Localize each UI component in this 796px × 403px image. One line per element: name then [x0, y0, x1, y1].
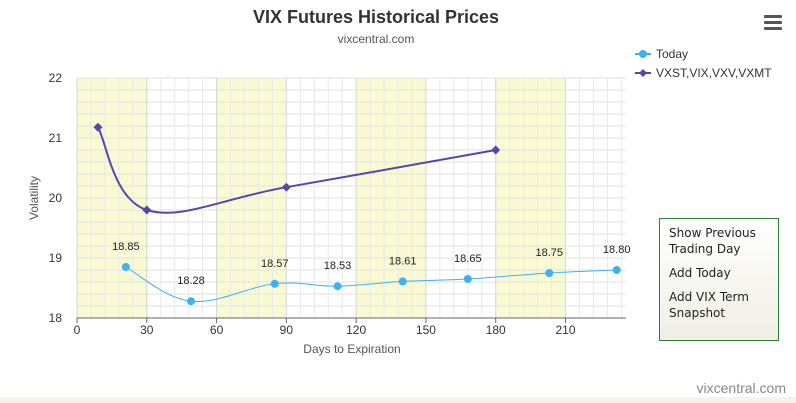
hamburger-menu-icon[interactable] — [764, 15, 782, 31]
x-tick-label: 60 — [210, 323, 224, 337]
data-point-circle — [612, 266, 621, 274]
add-today-button[interactable]: Add Today — [669, 266, 731, 280]
data-label: 18.80 — [603, 244, 631, 256]
data-point-circle — [398, 277, 407, 286]
y-tick-label: 19 — [49, 251, 63, 265]
legend-marker-circle — [639, 50, 647, 58]
data-point-circle — [333, 282, 342, 291]
series-line — [125, 266, 617, 303]
add-vix-term-snapshot-button[interactable]: Add VIX Term Snapshot — [669, 290, 749, 320]
series-layer — [93, 122, 621, 306]
chart-subtitle: vixcentral.com — [338, 32, 415, 46]
data-point-diamond — [142, 205, 152, 215]
action-panel: Show Previous Trading Day Add Today Add … — [659, 218, 779, 341]
data-label: 18.85 — [112, 241, 140, 253]
data-label: 18.75 — [535, 247, 563, 259]
y-tick-label: 21 — [49, 131, 63, 145]
x-tick-label: 90 — [280, 323, 294, 337]
plot-grid — [76, 77, 626, 319]
data-label: 18.65 — [454, 253, 482, 265]
data-point-circle — [463, 275, 472, 283]
plot-axes: 0 30 60 90 120 150 180 210 18 19 20 21 22 — [49, 71, 626, 337]
x-tick-label: 120 — [346, 323, 366, 337]
chart-title: VIX Futures Historical Prices — [253, 7, 499, 27]
x-tick-label: 180 — [486, 323, 506, 337]
data-point-circle — [545, 269, 554, 277]
data-point-circle — [186, 297, 195, 306]
legend-label: VXST,VIX,VXV,VXMT — [656, 66, 772, 80]
credit-link[interactable]: vixcentral.com — [697, 380, 786, 396]
x-tick-label: 30 — [140, 323, 154, 337]
series-line — [97, 126, 496, 214]
legend-marker-diamond — [639, 69, 647, 77]
bottom-band — [0, 397, 796, 403]
data-label: 18.53 — [324, 260, 352, 272]
data-point-circle — [121, 263, 130, 271]
show-previous-trading-day-button[interactable]: Show Previous Trading Day — [669, 226, 756, 256]
data-point-diamond — [491, 145, 501, 155]
x-tick-label: 0 — [74, 323, 81, 337]
y-tick-label: 22 — [49, 71, 63, 85]
y-tick-label: 20 — [49, 191, 63, 205]
data-label: 18.28 — [177, 275, 205, 287]
x-tick-label: 210 — [556, 323, 576, 337]
legend-item[interactable]: Today — [635, 47, 688, 61]
data-point-circle — [270, 279, 279, 288]
data-labels: 18.85 18.28 18.57 18.53 18.61 18.65 18.75 18.80 — [112, 241, 630, 287]
data-point-diamond — [281, 182, 291, 192]
data-label: 18.57 — [261, 258, 289, 270]
data-point-diamond — [93, 122, 103, 132]
data-label: 18.61 — [389, 255, 417, 267]
legend-item[interactable]: VXST,VIX,VXV,VXMT — [635, 66, 772, 80]
menu-bar — [764, 21, 782, 24]
x-tick-label: 150 — [416, 323, 436, 337]
chart-legend[interactable]: Today VXST,VIX,VXV,VXMT — [635, 47, 772, 80]
x-axis-title: Days to Expiration — [303, 342, 400, 356]
legend-label: Today — [656, 47, 688, 61]
menu-bar — [764, 27, 782, 30]
y-tick-label: 18 — [49, 311, 63, 325]
menu-bar — [764, 15, 782, 18]
y-axis-title: Volatility — [27, 176, 41, 220]
